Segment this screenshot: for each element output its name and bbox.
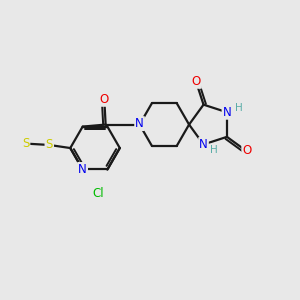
Text: Cl: Cl bbox=[93, 187, 104, 200]
Text: O: O bbox=[192, 75, 201, 88]
Text: S: S bbox=[46, 139, 53, 152]
Text: N: N bbox=[135, 117, 144, 130]
Text: O: O bbox=[242, 144, 251, 157]
Text: N: N bbox=[223, 106, 231, 119]
Text: S: S bbox=[22, 137, 29, 150]
Text: N: N bbox=[199, 138, 208, 151]
Text: S: S bbox=[46, 139, 53, 152]
Text: N: N bbox=[78, 163, 87, 176]
Text: O: O bbox=[100, 93, 109, 106]
Text: N: N bbox=[78, 163, 87, 176]
Text: H: H bbox=[210, 145, 218, 154]
Text: H: H bbox=[235, 103, 242, 113]
